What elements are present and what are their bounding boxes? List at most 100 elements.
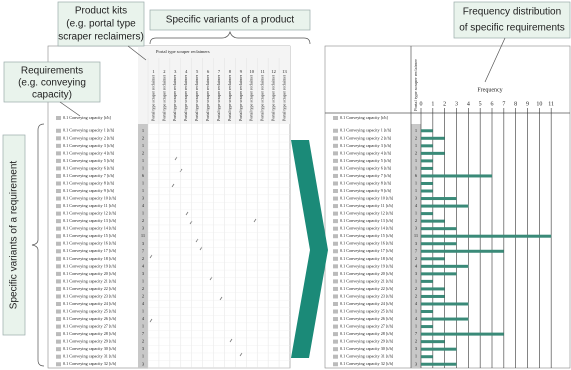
row-count: 4 (415, 301, 418, 306)
frequency-title: Frequency (477, 87, 502, 93)
callout-text: Specific variants of a requirement (9, 161, 20, 310)
row-count: 1 (142, 128, 144, 133)
row-count: 1 (415, 324, 417, 329)
x-tick-label: 10 (536, 101, 542, 107)
row-label: 0.1 Conveying capacity 18 [t/h] (63, 256, 117, 261)
row-count: 11 (414, 233, 418, 238)
row-count: 3 (142, 361, 145, 366)
row-label: 0.1 Conveying capacity 10 [t/h] (340, 196, 394, 201)
row-icon (333, 301, 338, 306)
row-count: 2 (142, 339, 144, 344)
row-icon (56, 189, 61, 194)
row-icon (56, 128, 61, 133)
row-label: 0.1 Conveying capacity 1 [t/h] (340, 128, 392, 133)
row-count: 1 (415, 309, 417, 314)
x-tick-label: 5 (479, 101, 482, 107)
column-number: 3 (174, 69, 177, 74)
row-label: 0.1 Conveying capacity 23 [t/h] (340, 293, 394, 298)
row-count: 1 (415, 158, 417, 163)
column-label: Portal type scraper reclaimer (205, 74, 210, 121)
bar (421, 204, 469, 208)
row-count: 7 (415, 248, 418, 253)
row-icon (333, 309, 338, 314)
row-count: 2 (415, 339, 417, 344)
row-icon (333, 166, 338, 171)
column-label: Portal type scraper reclaimer (216, 74, 221, 121)
row-count: 4 (142, 301, 145, 306)
column-number: 1 (152, 69, 154, 74)
bar (421, 362, 457, 366)
column-label: Portal type scraper reclaimer (281, 74, 286, 121)
column-label: Portal type scraper reclaimer (183, 74, 188, 121)
bar (421, 302, 469, 306)
row-icon (333, 219, 338, 224)
row-label: 0.1 Conveying capacity 21 [t/h] (63, 278, 117, 283)
row-count: 4 (415, 316, 418, 321)
row-label: 0.1 Conveying capacity 24 [t/h] (63, 301, 117, 306)
row-label: 0.1 Conveying capacity 24 [t/h] (340, 301, 394, 306)
row-label: 0.1 Conveying capacity 19 [t/h] (340, 263, 394, 268)
row-icon (333, 347, 338, 352)
row-count: 1 (415, 128, 417, 133)
row-icon (56, 181, 61, 186)
row-label: 0.1 Conveying capacity 8 [t/h] (63, 180, 115, 185)
row-icon (333, 204, 338, 209)
column-label: Portal type scraper reclaimer (161, 74, 166, 121)
row-count: 2 (142, 256, 144, 261)
bar (421, 197, 457, 201)
row-icon (333, 339, 338, 344)
x-tick-label: 11 (548, 101, 554, 107)
column-number: 2 (163, 69, 165, 74)
row-icon (56, 226, 61, 231)
row-label: 0.1 Conveying capacity 21 [t/h] (340, 278, 394, 283)
row-icon (56, 347, 61, 352)
row-label: 0.1 Conveying capacity 22 [t/h] (63, 286, 117, 291)
callout-text: scraper reclaimers) (58, 32, 144, 43)
row-count: 2 (142, 293, 144, 298)
bar (421, 189, 433, 193)
row-icon (333, 354, 338, 359)
row-count: 11 (141, 233, 145, 238)
callout-box (57, 1, 145, 47)
row-label: 0.1 Conveying capacity 17 [t/h] (340, 248, 394, 253)
row-icon (56, 301, 61, 306)
row-label: 0.1 Conveying capacity 9 [t/h] (340, 188, 392, 193)
row-label: 0.1 Conveying capacity 26 [t/h] (340, 316, 394, 321)
matrix-count-column (138, 124, 148, 368)
callout-text: Specific variants of a product (166, 15, 295, 26)
row-count: 7 (142, 331, 145, 336)
row-label: 0.1 Conveying capacity 20 [t/h] (63, 271, 117, 276)
row-icon (56, 256, 61, 261)
bar (421, 234, 552, 238)
matrix-header-bg (138, 46, 290, 124)
callout-text: capacity) (32, 90, 72, 101)
bar (421, 144, 433, 148)
callout-pointer (484, 37, 506, 83)
row-label: 0.1 Conveying capacity 1 [t/h] (63, 128, 115, 133)
row-icon (56, 136, 61, 141)
row-count: 4 (142, 316, 145, 321)
row-label: 0.1 Conveying capacity 14 [t/h] (340, 226, 394, 231)
bar (421, 257, 445, 261)
row-count: 1 (415, 181, 417, 186)
row-count: 3 (415, 226, 418, 231)
row-count: 2 (415, 218, 417, 223)
row-label: 0.1 Conveying capacity 26 [t/h] (63, 316, 117, 321)
bar (421, 310, 433, 314)
row-icon (333, 226, 338, 231)
bar (421, 174, 492, 178)
callout-text: (e.g. conveying (18, 78, 86, 89)
row-label: 0.1 Conveying capacity 12 [t/h] (340, 211, 394, 216)
row-icon (333, 362, 338, 367)
row-icon (333, 136, 338, 141)
row-label: 0.1 Conveying capacity 32 [t/h] (63, 361, 117, 366)
frequency-count-column (411, 124, 421, 368)
row-count: 4 (142, 203, 145, 208)
bar (421, 242, 457, 246)
row-count: 2 (415, 286, 417, 291)
row-icon (333, 158, 338, 163)
callout-text: Requirements (21, 66, 83, 77)
brace (149, 30, 311, 45)
x-tick-label: 4 (467, 101, 470, 107)
row-icon (56, 354, 61, 359)
